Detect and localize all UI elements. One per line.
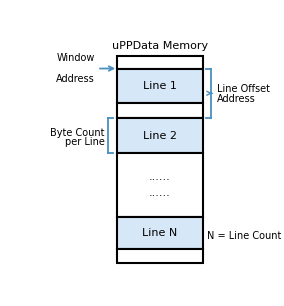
Text: Line N: Line N — [142, 228, 178, 238]
Text: Address: Address — [217, 94, 255, 104]
Text: Line Offset: Line Offset — [217, 84, 270, 94]
Text: ......
......: ...... ...... — [149, 172, 171, 198]
Bar — [117, 118, 203, 153]
Bar — [117, 249, 203, 263]
Bar — [117, 69, 203, 103]
Text: Line 2: Line 2 — [143, 131, 177, 141]
Text: N = Line Count: N = Line Count — [207, 231, 281, 241]
Bar — [117, 56, 203, 69]
Text: Window: Window — [57, 53, 95, 63]
Text: uPPData Memory: uPPData Memory — [112, 41, 208, 51]
Bar — [117, 103, 203, 118]
Text: Address: Address — [56, 74, 95, 84]
Text: Line 1: Line 1 — [143, 80, 177, 91]
Bar — [117, 153, 203, 217]
Text: per Line: per Line — [65, 137, 105, 147]
Bar — [117, 217, 203, 249]
Text: Byte Count: Byte Count — [50, 128, 105, 138]
